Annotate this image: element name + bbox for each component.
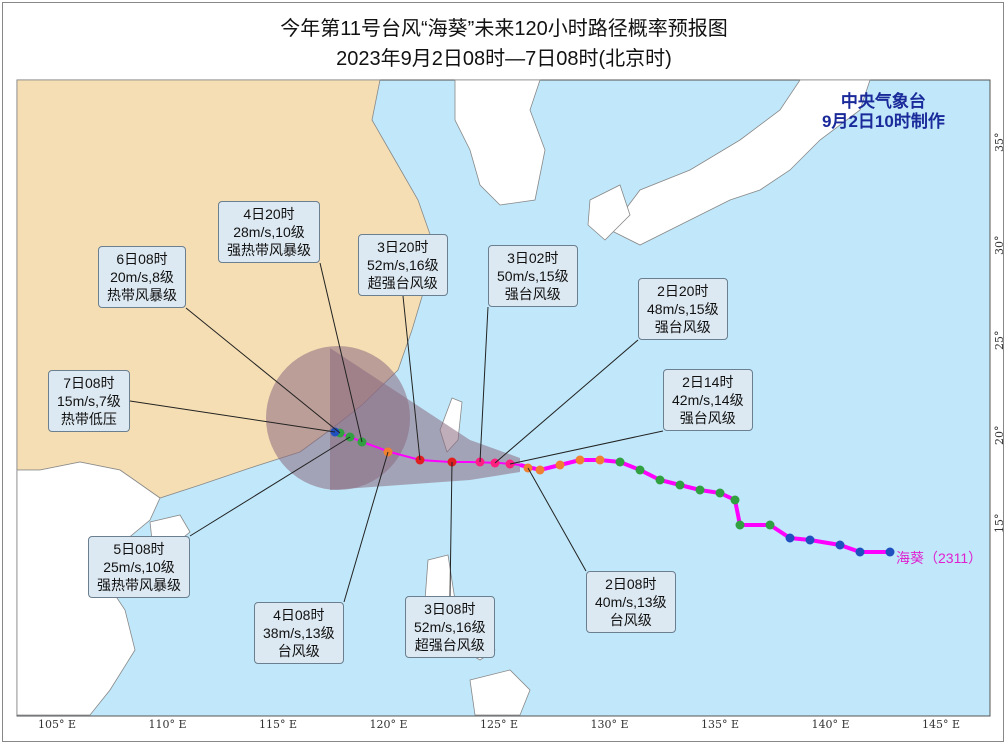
forecast-time: 2日20时	[657, 283, 709, 299]
forecast-time: 2日14时	[682, 374, 734, 390]
past-track-point	[730, 495, 740, 505]
issue-time: 9月2日10时制作	[822, 112, 945, 131]
forecast-box: 4日08时 38m/s,13级 台风级	[254, 602, 344, 664]
past-track-point	[835, 540, 845, 550]
forecast-level: 超强台风级	[367, 275, 438, 291]
forecast-wind: 40m/s,13级	[595, 594, 667, 610]
past-track-point	[595, 455, 605, 465]
leader-line	[189, 436, 351, 537]
lon-tick-label: 125° E	[480, 718, 519, 731]
forecast-wind: 20m/s,8级	[110, 269, 174, 285]
forecast-level: 台风级	[277, 643, 320, 659]
leader-line	[129, 400, 336, 433]
past-track-point	[715, 488, 725, 498]
lon-tick-label: 135° E	[701, 718, 740, 731]
forecast-box: 3日20时 52m/s,16级 超强台风级	[358, 234, 448, 296]
forecast-time: 2日08时	[605, 576, 657, 592]
leader-line	[402, 295, 421, 461]
forecast-box: 2日20时 48m/s,15级 强台风级	[638, 278, 728, 340]
forecast-wind: 52m/s,16级	[367, 257, 439, 273]
lon-tick-label: 140° E	[811, 718, 850, 731]
lat-tick-label: 15° N	[993, 513, 1008, 534]
past-track-point	[575, 455, 585, 465]
forecast-level: 台风级	[609, 612, 652, 628]
leader-line	[319, 262, 363, 443]
forecast-box: 2日08时 40m/s,13级 台风级	[586, 571, 676, 633]
forecast-wind: 25m/s,10级	[103, 559, 175, 575]
typhoon-name-label: 海葵（2311）	[896, 550, 983, 566]
past-track-point	[695, 485, 705, 495]
forecast-time: 5日08时	[113, 541, 165, 557]
forecast-time: 3日20时	[377, 239, 429, 255]
forecast-level: 强热带风暴级	[227, 242, 311, 258]
forecast-box: 3日02时 50m/s,15级 强台风级	[488, 245, 578, 307]
leader-line	[449, 461, 453, 597]
forecast-box: 3日08时 52m/s,16级 超强台风级	[405, 596, 495, 658]
forecast-level: 强台风级	[679, 410, 736, 426]
forecast-time: 3日02时	[507, 250, 559, 266]
forecast-box: 4日20时 28m/s,10级 强热带风暴级	[218, 201, 320, 263]
forecast-wind: 38m/s,13级	[263, 625, 335, 641]
forecast-box: 5日08时 25m/s,10级 强热带风暴级	[88, 536, 190, 598]
land-kyushu	[587, 184, 631, 241]
map-title: 今年第11号台风“海葵”未来120小时路径概率预报图	[280, 18, 728, 40]
lat-tick-label: 25° N	[993, 330, 1008, 351]
past-track-point	[675, 480, 685, 490]
forecast-level: 热带风暴级	[107, 287, 177, 303]
leader-line	[509, 430, 664, 465]
past-track-point	[635, 465, 645, 475]
map-subtitle: 2023年9月2日08时—7日08时(北京时)	[336, 48, 672, 70]
forecast-time: 6日08时	[116, 251, 168, 267]
agency-name: 中央气象台	[840, 92, 926, 111]
past-track-point	[885, 547, 895, 557]
forecast-level: 强热带风暴级	[97, 577, 181, 593]
cone	[266, 346, 520, 490]
lon-tick-label: 145° E	[922, 718, 961, 731]
land-japan	[609, 79, 871, 246]
forecast-wind: 48m/s,15级	[647, 301, 719, 317]
lon-tick-label: 130° E	[590, 718, 629, 731]
forecast-level: 超强台风级	[414, 637, 485, 653]
forecast-wind: 15m/s,7级	[57, 393, 121, 409]
lon-tick-label: 115° E	[259, 718, 298, 731]
lon-tick-label: 110° E	[148, 718, 187, 731]
agency-stamp: 中央气象台 9月2日10时制作	[822, 92, 945, 132]
land-philippines-south	[469, 669, 531, 716]
leader-line	[527, 467, 587, 572]
past-track-point	[765, 520, 775, 530]
lat-tick-label: 20° N	[993, 425, 1008, 446]
leader-line	[479, 306, 489, 463]
forecast-box: 6日08时 20m/s,8级 热带风暴级	[98, 246, 186, 308]
lon-tick-label: 120° E	[369, 718, 408, 731]
forecast-time: 4日08时	[273, 607, 325, 623]
leader-line	[185, 307, 341, 434]
past-track-point	[535, 465, 545, 475]
forecast-wind: 42m/s,14级	[672, 392, 744, 408]
forecast-level: 热带低压	[60, 411, 117, 427]
lat-tick-label: 35° N	[993, 132, 1008, 153]
land-korea	[454, 79, 546, 206]
past-track-point	[615, 457, 625, 467]
lat-tick-label: 30° N	[993, 235, 1008, 256]
forecast-wind: 28m/s,10级	[233, 224, 305, 240]
leader-line	[343, 451, 389, 603]
past-track-point	[655, 475, 665, 485]
forecast-time: 3日08时	[424, 601, 476, 617]
forecast-time: 4日20时	[243, 206, 295, 222]
past-track-point	[805, 535, 815, 545]
past-track-point	[785, 533, 795, 543]
forecast-level: 强台风级	[654, 319, 711, 335]
leader-line	[494, 339, 639, 464]
forecast-box: 2日14时 42m/s,14级 强台风级	[663, 369, 753, 431]
lon-tick-label: 105° E	[38, 718, 77, 731]
past-track-point	[855, 547, 865, 557]
forecast-time: 7日08时	[63, 375, 115, 391]
forecast-level: 强台风级	[504, 286, 561, 302]
forecast-wind: 52m/s,16级	[414, 619, 486, 635]
past-track-point	[735, 520, 745, 530]
forecast-box: 7日08时 15m/s,7级 热带低压	[48, 370, 130, 432]
forecast-wind: 50m/s,15级	[497, 268, 569, 284]
past-track-point	[555, 460, 565, 470]
